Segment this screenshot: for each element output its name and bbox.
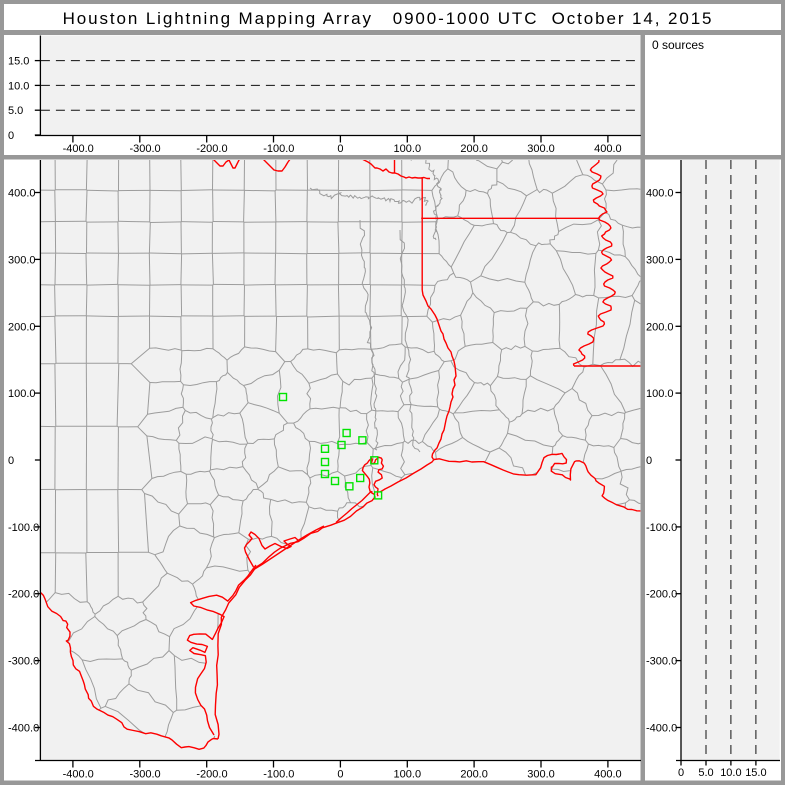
- svg-text:-300.0: -300.0: [129, 143, 160, 155]
- svg-text:-400.0: -400.0: [8, 723, 39, 735]
- svg-text:300.0: 300.0: [8, 254, 36, 266]
- svg-text:15.0: 15.0: [745, 767, 766, 779]
- svg-text:300.0: 300.0: [646, 254, 674, 266]
- svg-text:100.0: 100.0: [646, 388, 674, 400]
- svg-text:100.0: 100.0: [394, 143, 422, 155]
- svg-text:200.0: 200.0: [460, 769, 488, 781]
- svg-text:5.0: 5.0: [8, 105, 23, 117]
- svg-text:0: 0: [337, 769, 343, 781]
- svg-text:15.0: 15.0: [8, 56, 29, 68]
- svg-text:-300.0: -300.0: [646, 656, 677, 668]
- svg-text:-400.0: -400.0: [63, 143, 94, 155]
- svg-text:-100.0: -100.0: [263, 769, 294, 781]
- svg-text:10.0: 10.0: [8, 80, 29, 92]
- svg-text:0 sources: 0 sources: [652, 38, 704, 52]
- svg-text:200.0: 200.0: [646, 321, 674, 333]
- svg-text:-200.0: -200.0: [196, 769, 227, 781]
- svg-text:5.0: 5.0: [698, 767, 713, 779]
- svg-text:100.0: 100.0: [394, 769, 422, 781]
- svg-text:100.0: 100.0: [8, 388, 36, 400]
- svg-text:0: 0: [646, 455, 652, 467]
- svg-text:-100.0: -100.0: [8, 522, 39, 534]
- svg-text:300.0: 300.0: [527, 769, 555, 781]
- svg-text:300.0: 300.0: [527, 143, 555, 155]
- svg-text:Houston Lightning Mapping Arra: Houston Lightning Mapping Array 0900-100…: [63, 9, 714, 28]
- svg-text:-200.0: -200.0: [646, 589, 677, 601]
- svg-text:400.0: 400.0: [594, 143, 622, 155]
- svg-text:0: 0: [678, 767, 684, 779]
- svg-text:0: 0: [8, 455, 14, 467]
- svg-text:-100.0: -100.0: [263, 143, 294, 155]
- svg-text:-400.0: -400.0: [646, 723, 677, 735]
- svg-text:0: 0: [8, 130, 14, 142]
- svg-text:-200.0: -200.0: [196, 143, 227, 155]
- svg-text:200.0: 200.0: [460, 143, 488, 155]
- svg-text:200.0: 200.0: [8, 321, 36, 333]
- svg-text:-400.0: -400.0: [63, 769, 94, 781]
- svg-text:400.0: 400.0: [646, 188, 674, 200]
- svg-text:-200.0: -200.0: [8, 589, 39, 601]
- svg-text:-100.0: -100.0: [646, 522, 677, 534]
- svg-text:400.0: 400.0: [8, 188, 36, 200]
- svg-text:10.0: 10.0: [720, 767, 741, 779]
- svg-text:400.0: 400.0: [594, 769, 622, 781]
- svg-text:0: 0: [337, 143, 343, 155]
- svg-text:-300.0: -300.0: [129, 769, 160, 781]
- svg-text:-300.0: -300.0: [8, 656, 39, 668]
